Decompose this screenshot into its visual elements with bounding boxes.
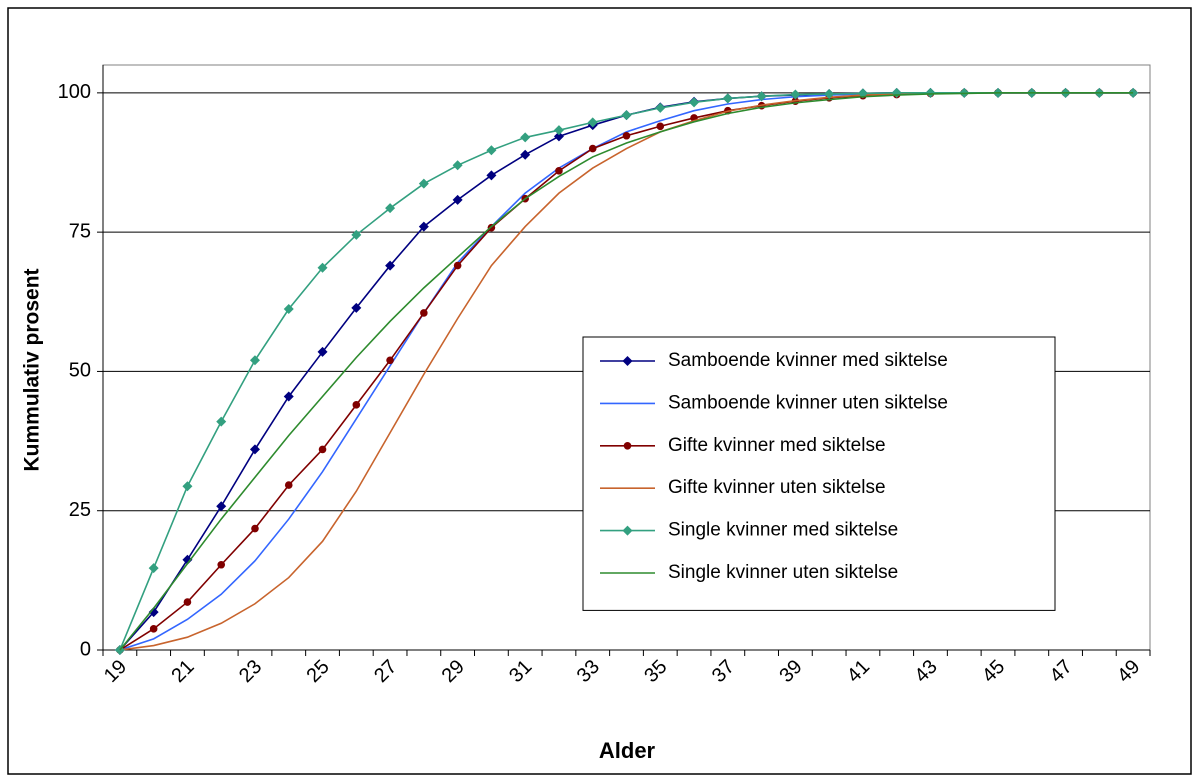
marker [183, 598, 192, 606]
marker [722, 93, 733, 104]
marker [588, 144, 597, 153]
marker [385, 203, 396, 214]
marker [418, 221, 429, 232]
marker [622, 525, 633, 536]
marker [621, 110, 632, 121]
y-tick-label: 50 [69, 360, 91, 382]
marker [182, 554, 193, 565]
marker [148, 607, 159, 618]
legend-label: Single kvinner uten siktelse [668, 562, 898, 583]
marker [249, 444, 260, 455]
marker [553, 125, 564, 136]
marker [520, 149, 531, 160]
y-tick-label: 100 [58, 81, 91, 103]
legend-label: Single kvinner med siktelse [668, 520, 898, 541]
marker [453, 261, 462, 270]
marker [452, 160, 463, 171]
marker [351, 229, 362, 240]
x-axis-title: Alder [599, 738, 656, 763]
marker [317, 262, 328, 273]
marker [317, 346, 328, 357]
marker [148, 563, 159, 574]
marker [925, 87, 936, 98]
y-axis-title: Kummulativ prosent [21, 268, 44, 471]
marker [149, 625, 158, 633]
marker [216, 416, 227, 427]
marker [351, 302, 362, 313]
legend-label: Gifte kvinner med siktelse [668, 435, 886, 456]
marker [689, 97, 700, 108]
legend-label: Samboende kvinner med siktelse [668, 350, 948, 371]
marker [623, 442, 632, 450]
y-tick-label: 0 [80, 638, 91, 660]
marker [251, 524, 259, 533]
marker [385, 260, 396, 271]
marker [283, 391, 294, 402]
marker [386, 356, 394, 365]
marker [553, 131, 564, 142]
marker [622, 131, 631, 140]
marker [216, 501, 227, 512]
legend-label: Gifte kvinner uten siktelse [668, 477, 886, 498]
legend-box [582, 336, 1056, 611]
y-tick-label: 75 [69, 220, 91, 242]
marker [655, 102, 666, 113]
marker [217, 560, 226, 569]
marker [318, 445, 327, 454]
marker [824, 88, 835, 99]
marker [486, 170, 497, 181]
series-line [119, 92, 1134, 651]
marker [352, 401, 361, 409]
marker [486, 145, 497, 156]
marker [418, 178, 429, 189]
marker [452, 194, 463, 205]
marker [520, 132, 531, 143]
marker [420, 309, 428, 317]
marker [283, 304, 294, 315]
marker [622, 356, 633, 366]
marker [182, 481, 193, 492]
marker [656, 122, 665, 131]
marker [790, 89, 801, 100]
marker [587, 117, 598, 128]
legend-label: Samboende kvinner uten siktelse [668, 392, 948, 413]
marker [555, 167, 563, 175]
marker [249, 355, 260, 366]
marker [284, 481, 293, 489]
y-tick-label: 25 [69, 499, 91, 521]
marker [756, 91, 767, 102]
